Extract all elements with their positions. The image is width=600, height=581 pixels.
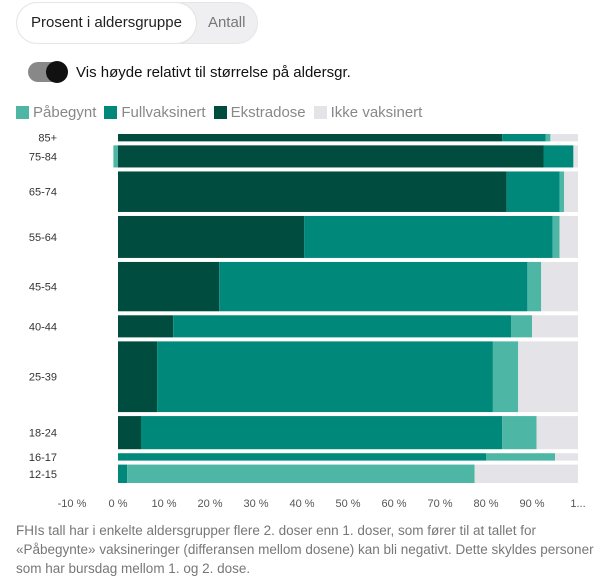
x-tick-label: 60 % <box>381 498 406 510</box>
y-tick-label: 40-44 <box>29 321 57 333</box>
tab-count[interactable]: Antall <box>207 14 246 31</box>
x-tick-label: -10 % <box>58 498 87 510</box>
bar-segment-ikke-vaksinert[interactable] <box>536 416 578 450</box>
legend-swatch <box>104 106 118 119</box>
bar-segment-fullvaksinert[interactable] <box>141 416 503 450</box>
y-tick-label: 55-64 <box>29 232 57 244</box>
bar-segment-ikke-vaksinert[interactable] <box>555 453 578 461</box>
bar-segment-fullvaksinert[interactable] <box>502 134 546 142</box>
y-tick-label: 85+ <box>38 133 57 145</box>
bar-segment-p-begynt[interactable] <box>113 145 118 168</box>
bar-segment-ekstradose[interactable] <box>118 145 544 168</box>
view-tabs: Prosent i aldersgruppe Antall <box>16 2 259 44</box>
bar-segment-ikke-vaksinert[interactable] <box>541 261 578 312</box>
x-tick-label: 10 % <box>151 498 176 510</box>
bar-segment-ekstradose[interactable] <box>118 261 220 312</box>
bar-segment-ikke-vaksinert[interactable] <box>573 145 578 168</box>
bar-segment-ekstradose[interactable] <box>118 215 305 258</box>
x-tick-label: 50 % <box>335 498 360 510</box>
bar-segment-fullvaksinert[interactable] <box>118 464 128 483</box>
bar-segment-fullvaksinert[interactable] <box>543 145 574 168</box>
vaccination-chart: 85+ 75-84 65-74 55-64 45-54 40-44 25-39 18-24 16… <box>29 133 586 510</box>
bar-segment-fullvaksinert[interactable] <box>219 261 528 312</box>
bar-segment-ikke-vaksinert[interactable] <box>532 315 578 338</box>
relative-height-toggle[interactable] <box>28 61 68 83</box>
x-tick-label: 70 % <box>427 498 452 510</box>
x-tick-label: 80 % <box>473 498 498 510</box>
bar-segment-fullvaksinert[interactable] <box>118 453 486 461</box>
bar-segment-p-begynt[interactable] <box>486 453 555 461</box>
bar-segment-p-begynt[interactable] <box>552 215 560 258</box>
bar-segment-p-begynt[interactable] <box>545 134 551 142</box>
bar-segment-ekstradose[interactable] <box>118 134 503 142</box>
bar-segment-fullvaksinert[interactable] <box>304 215 553 258</box>
bar-segment-ikke-vaksinert[interactable] <box>559 215 578 258</box>
relative-height-toggle-label: Vis høyde relativt til størrelse på alde… <box>76 63 351 81</box>
x-tick-label: 20 % <box>197 498 222 510</box>
y-tick-label: 65-74 <box>29 187 57 199</box>
bar-segment-fullvaksinert[interactable] <box>506 171 560 212</box>
legend-swatch <box>213 106 227 119</box>
x-tick-label: 1... <box>570 498 585 510</box>
bar-segment-fullvaksinert[interactable] <box>157 341 493 413</box>
bar-segment-ikke-vaksinert[interactable] <box>474 464 579 483</box>
bar-segment-ikke-vaksinert[interactable] <box>550 134 578 142</box>
bar-segment-p-begynt[interactable] <box>127 464 475 483</box>
bar-segment-ikke-vaksinert[interactable] <box>518 341 578 413</box>
legend-item-started[interactable]: Påbegynt <box>16 104 96 121</box>
bar-segment-p-begynt[interactable] <box>511 315 532 338</box>
y-tick-label: 12-15 <box>29 469 57 481</box>
chart-legend: Påbegynt Fullvaksinert Ekstradose Ikke v… <box>16 104 422 121</box>
y-tick-label: 45-54 <box>29 282 57 294</box>
tab-percent-in-age-group[interactable]: Prosent i aldersgruppe <box>17 3 196 43</box>
bar-segment-p-begynt[interactable] <box>502 416 537 450</box>
relative-height-toggle-row: Vis høyde relativt til størrelse på alde… <box>28 61 351 83</box>
bar-segment-ekstradose[interactable] <box>118 171 507 212</box>
legend-label: Påbegynt <box>33 104 97 121</box>
legend-swatch <box>313 106 327 119</box>
y-tick-label: 18-24 <box>29 428 57 440</box>
legend-item-fully-vaccinated[interactable]: Fullvaksinert <box>104 104 206 121</box>
y-tick-label: 25-39 <box>29 372 57 384</box>
bar-segment-ekstradose[interactable] <box>118 416 141 450</box>
x-tick-label: 0 % <box>109 498 128 510</box>
legend-item-extra-dose[interactable]: Ekstradose <box>213 104 306 121</box>
bar-segment-p-begynt[interactable] <box>527 261 542 312</box>
bar-segment-p-begynt[interactable] <box>492 341 519 413</box>
x-tick-label: 40 % <box>289 498 314 510</box>
x-tick-label: 90 % <box>519 498 544 510</box>
y-tick-label: 75-84 <box>29 151 57 163</box>
legend-item-not-vaccinated[interactable]: Ikke vaksinert <box>313 104 423 121</box>
bar-segment-ikke-vaksinert[interactable] <box>564 171 578 212</box>
toggle-knob <box>46 61 68 83</box>
legend-label: Ikke vaksinert <box>330 104 423 121</box>
footnote: FHIs tall har i enkelte aldersgrupper fl… <box>16 523 594 576</box>
bar-segment-fullvaksinert[interactable] <box>173 315 512 338</box>
bar-segment-p-begynt[interactable] <box>559 171 565 212</box>
legend-swatch <box>16 106 29 119</box>
x-tick-label: 30 % <box>243 498 268 510</box>
legend-label: Ekstradose <box>230 104 306 121</box>
y-tick-label: 16-17 <box>29 452 57 464</box>
bar-segment-ekstradose[interactable] <box>118 315 174 338</box>
bar-segment-ekstradose[interactable] <box>118 341 158 413</box>
legend-label: Fullvaksinert <box>121 104 206 121</box>
